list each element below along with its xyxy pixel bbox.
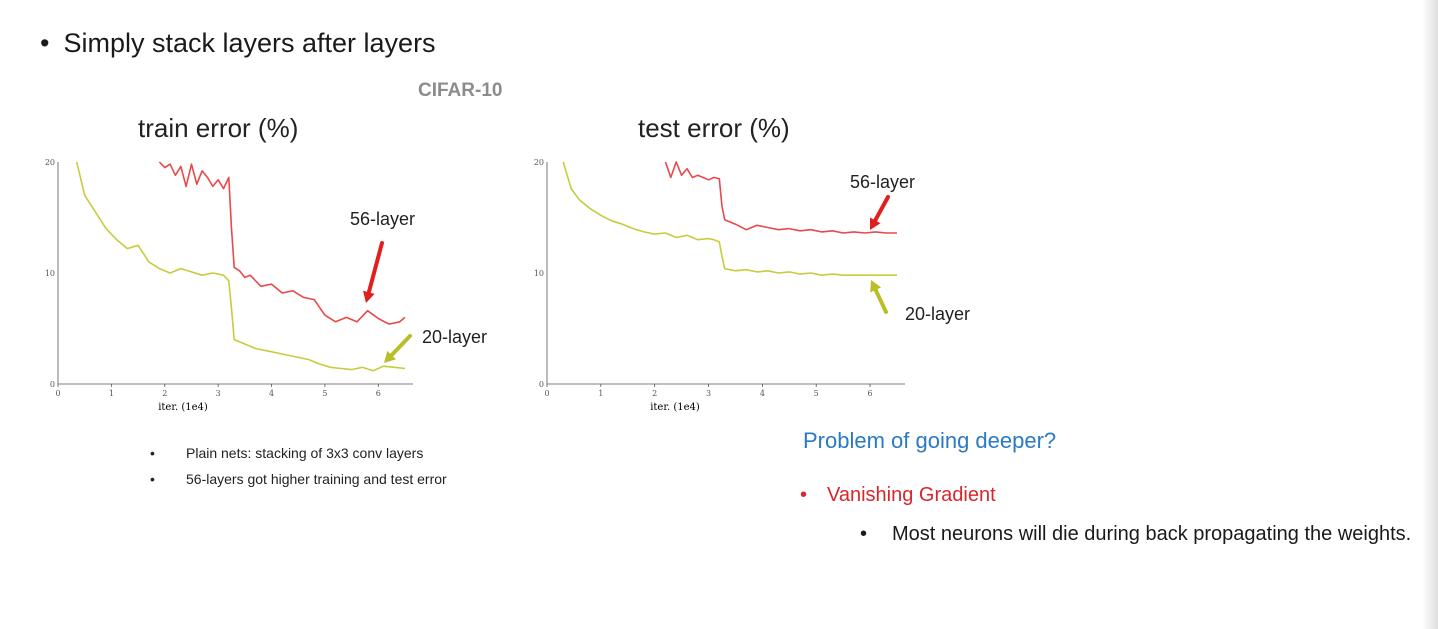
x-tick-label: 4: [760, 389, 765, 398]
heading-bullet: •: [40, 28, 50, 58]
x-tick-label: 5: [322, 389, 327, 398]
vanishing-bullet: •: [800, 484, 808, 506]
annotation-20-layer: 20-layer: [905, 304, 970, 324]
series-line-56-layer: [158, 161, 406, 325]
arrow-head-56-layer: [363, 290, 375, 303]
y-tick-label: 0: [50, 380, 55, 389]
note-item: 56-layers got higher training and test e…: [150, 466, 447, 492]
train-error-chart: 0 1 2 3 4 5 6 0 10 20 56-layer 20-layer iter. (1e4): [45, 158, 487, 413]
series-line-56-layer: [664, 161, 897, 234]
arrow-head-56-layer: [870, 217, 881, 230]
arrow-shaft-20-layer: [389, 334, 412, 358]
annotation-20-layer: 20-layer: [422, 327, 487, 347]
dataset-label: CIFAR-10: [418, 80, 503, 101]
x-tick-label: 4: [269, 389, 274, 398]
y-tick-label: 20: [534, 158, 544, 167]
test-chart-title: test error (%): [638, 113, 790, 143]
vanishing-text: Vanishing Gradient: [827, 484, 996, 506]
x-tick-label: 5: [814, 389, 819, 398]
x-tick-label: 3: [216, 389, 221, 398]
x-tick-label: 2: [652, 389, 657, 398]
x-tick-label: 6: [376, 389, 381, 398]
series-line-20-layer: [75, 161, 406, 372]
x-axis-label: iter. (1e4): [158, 402, 208, 413]
x-tick-label: 1: [598, 389, 603, 398]
x-tick-label: 1: [109, 389, 114, 398]
x-tick-label: 3: [706, 389, 711, 398]
arrow-head-20-layer: [870, 280, 882, 293]
y-tick-label: 20: [45, 158, 55, 167]
arrow-head-20-layer: [384, 350, 396, 363]
y-tick-label: 10: [534, 269, 544, 278]
neurons-item: • Most neurons will die during back prop…: [860, 518, 1435, 550]
heading-text: Simply stack layers after layers: [63, 28, 436, 58]
slide-heading: • Simply stack layers after layers: [40, 28, 436, 59]
x-tick-label: 6: [868, 389, 873, 398]
y-tick-label: 10: [45, 269, 55, 278]
series-line-20-layer: [562, 161, 897, 276]
y-tick-label: 0: [539, 380, 544, 389]
neurons-text: Most neurons will die during back propag…: [892, 523, 1412, 545]
annotation-56-layer: 56-layer: [350, 209, 415, 229]
annotation-56-layer: 56-layer: [850, 172, 915, 192]
slide-edge-shadow: [1422, 0, 1438, 629]
x-axis-label: iter. (1e4): [650, 402, 700, 413]
notes-list: Plain nets: stacking of 3x3 conv layers …: [150, 440, 447, 492]
problem-heading: Problem of going deeper?: [803, 428, 1057, 453]
vanishing-gradient-item: • Vanishing Gradient: [800, 484, 996, 507]
x-tick-label: 0: [55, 389, 60, 398]
arrow-shaft-20-layer: [873, 287, 888, 314]
train-chart-title: train error (%): [138, 113, 299, 143]
neurons-bullet: •: [860, 523, 868, 545]
arrow-shaft-56-layer: [366, 241, 384, 295]
x-tick-label: 2: [162, 389, 167, 398]
x-tick-label: 0: [544, 389, 549, 398]
arrow-shaft-56-layer: [873, 195, 890, 223]
test-error-chart: 0 1 2 3 4 5 6 0 10 20 56-layer 20-layer iter. (1e4): [534, 158, 970, 413]
note-item: Plain nets: stacking of 3x3 conv layers: [150, 440, 447, 466]
